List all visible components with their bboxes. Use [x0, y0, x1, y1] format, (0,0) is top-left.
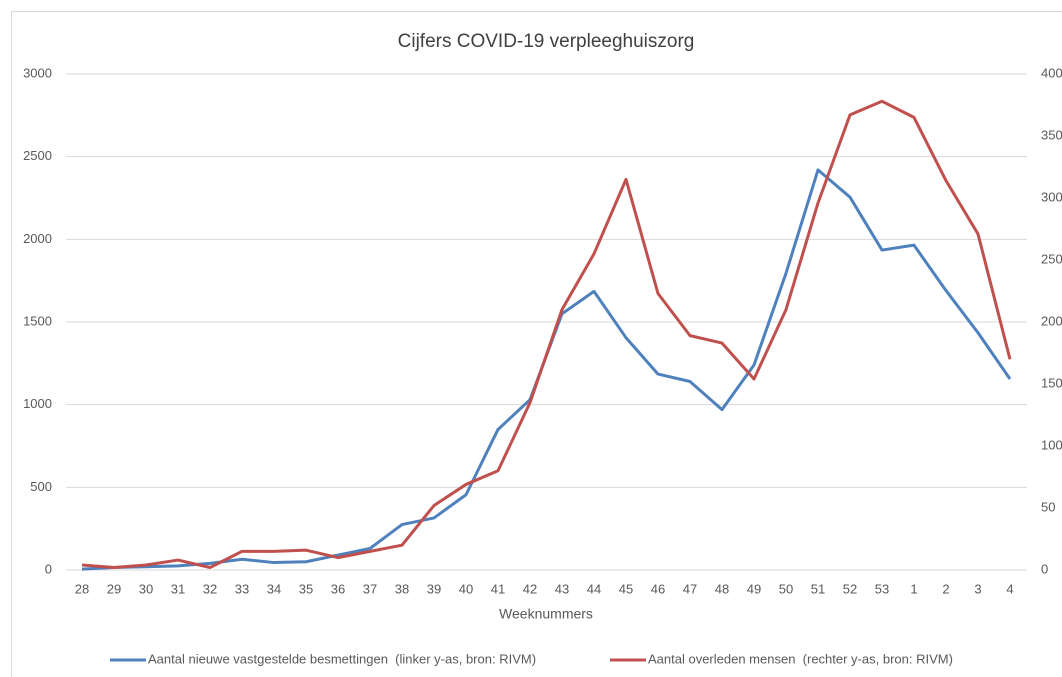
x-tick-label: 36 — [331, 581, 345, 596]
y-tick-label: 500 — [30, 479, 52, 494]
x-tick-label: 38 — [395, 581, 409, 596]
x-tick-label: 41 — [491, 581, 505, 596]
x-tick-label: 37 — [363, 581, 377, 596]
y2-tick-label: 400 — [1041, 65, 1062, 80]
x-tick-label: 31 — [171, 581, 185, 596]
y-tick-label: 2000 — [23, 231, 52, 246]
y2-tick-label: 250 — [1041, 251, 1062, 266]
x-axis-title: Weeknummers — [499, 606, 593, 622]
y-tick-label: 0 — [45, 561, 52, 576]
x-tick-label: 42 — [523, 581, 537, 596]
y-tick-label: 1000 — [23, 396, 52, 411]
y2-tick-label: 200 — [1041, 313, 1062, 328]
legend-label: Aantal overleden mensen (rechter y-as, b… — [648, 651, 953, 666]
x-tick-label: 30 — [139, 581, 153, 596]
x-tick-label: 33 — [235, 581, 249, 596]
x-tick-label: 51 — [811, 581, 825, 596]
x-tick-label: 40 — [459, 581, 473, 596]
data-line — [81, 99, 1012, 570]
y2-tick-label: 50 — [1041, 499, 1055, 514]
x-tick-label: 4 — [1006, 581, 1013, 596]
y2-tick-label: 350 — [1041, 127, 1062, 142]
y2-tick-label: 100 — [1041, 437, 1062, 452]
x-tick-label: 34 — [267, 581, 281, 596]
x-tick-label: 47 — [683, 581, 697, 596]
x-tick-label: 28 — [75, 581, 89, 596]
x-tick-label: 3 — [974, 581, 981, 596]
x-tick-label: 48 — [715, 581, 729, 596]
y2-tick-label: 300 — [1041, 189, 1062, 204]
x-tick-label: 43 — [555, 581, 569, 596]
x-tick-label: 49 — [747, 581, 761, 596]
x-tick-label: 53 — [875, 581, 889, 596]
x-tick-label: 50 — [779, 581, 793, 596]
y2-tick-label: 0 — [1041, 561, 1048, 576]
legend-label: Aantal nieuwe vastgestelde besmettingen … — [148, 651, 536, 666]
x-tick-label: 46 — [651, 581, 665, 596]
x-tick-label: 52 — [843, 581, 857, 596]
x-tick-label: 39 — [427, 581, 441, 596]
y-tick-label: 2500 — [23, 148, 52, 163]
x-tick-label: 1 — [910, 581, 917, 596]
x-tick-label: 2 — [942, 581, 949, 596]
x-tick-label: 35 — [299, 581, 313, 596]
x-tick-label: 45 — [619, 581, 633, 596]
y-tick-label: 1500 — [23, 313, 52, 328]
x-tick-label: 32 — [203, 581, 217, 596]
y-tick-label: 3000 — [23, 65, 52, 80]
x-tick-label: 29 — [107, 581, 121, 596]
y2-tick-label: 150 — [1041, 375, 1062, 390]
chart-title: Cijfers COVID-19 verpleeghuiszorg — [398, 31, 695, 52]
x-tick-label: 44 — [587, 581, 601, 596]
